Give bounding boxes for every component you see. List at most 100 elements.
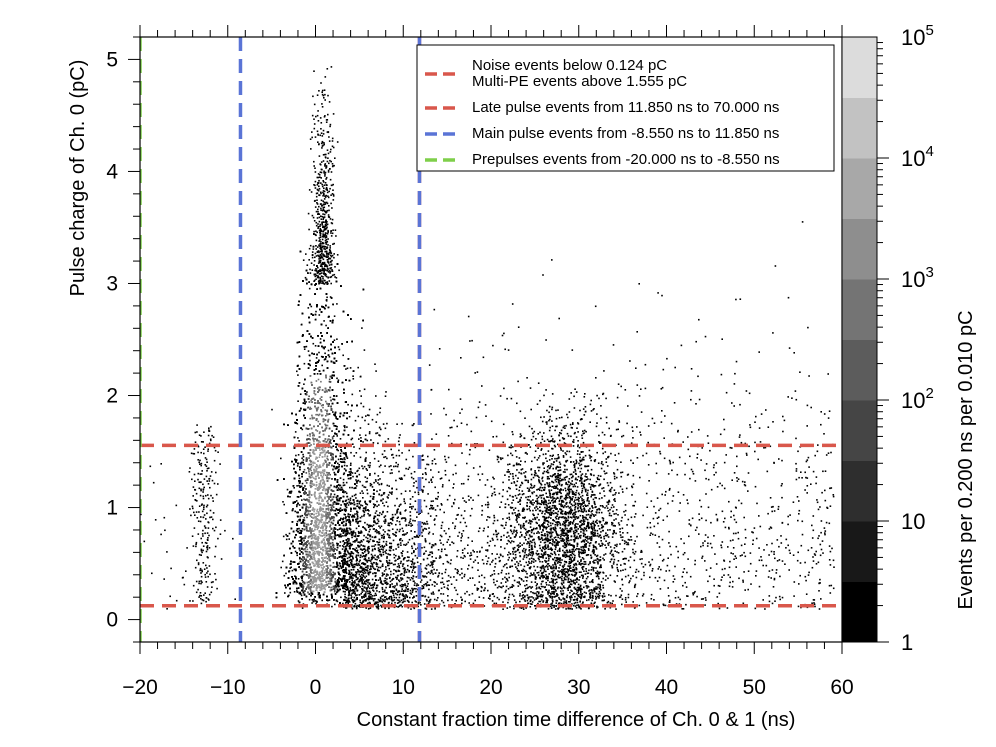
- data-point: [336, 303, 338, 305]
- data-point: [301, 514, 304, 517]
- data-point: [326, 500, 328, 503]
- data-point: [304, 480, 307, 482]
- data-point: [320, 380, 322, 383]
- data-point: [309, 574, 311, 576]
- data-point: [308, 259, 310, 261]
- data-point: [340, 450, 343, 453]
- data-point: [298, 484, 300, 487]
- data-point: [328, 599, 331, 601]
- data-point: [319, 546, 321, 548]
- data-point: [322, 587, 325, 590]
- data-point: [312, 464, 314, 467]
- data-point: [289, 591, 292, 594]
- data-point: [331, 437, 334, 440]
- data-point: [363, 534, 365, 537]
- data-point: [310, 305, 313, 308]
- data-point: [341, 566, 343, 568]
- data-point: [348, 474, 350, 476]
- data-point: [304, 514, 307, 517]
- data-point: [295, 576, 297, 578]
- data-point: [307, 350, 310, 352]
- data-point: [323, 347, 325, 350]
- data-point: [327, 505, 329, 507]
- data-point: [309, 406, 311, 409]
- data-point: [306, 264, 309, 266]
- data-point: [320, 584, 322, 587]
- data-point: [332, 566, 334, 568]
- data-point: [305, 567, 308, 569]
- data-point: [294, 510, 296, 513]
- data-point: [314, 526, 316, 528]
- data-point: [346, 426, 348, 428]
- data-point: [325, 471, 328, 474]
- data-point: [327, 446, 330, 449]
- data-point: [336, 377, 338, 380]
- data-point: [309, 435, 311, 437]
- data-point: [339, 484, 342, 487]
- data-point: [328, 356, 331, 358]
- data-point: [315, 413, 317, 416]
- data-point: [325, 324, 327, 327]
- data-point: [325, 577, 327, 579]
- data-point: [329, 568, 331, 571]
- data-point: [313, 392, 315, 394]
- data-point: [340, 555, 342, 558]
- data-point: [303, 558, 306, 560]
- data-point: [342, 481, 345, 484]
- data-point: [328, 378, 331, 381]
- data-point: [307, 553, 310, 556]
- data-point: [317, 439, 320, 442]
- data-point: [337, 462, 339, 465]
- data-point: [325, 551, 327, 554]
- data-point: [345, 452, 347, 454]
- data-point: [320, 514, 323, 517]
- data-point: [320, 479, 322, 482]
- data-point: [336, 600, 339, 603]
- data-point: [329, 524, 332, 526]
- data-point: [296, 485, 298, 487]
- data-point: [289, 490, 291, 493]
- data-point: [315, 418, 318, 420]
- data-point: [329, 473, 331, 476]
- data-point: [345, 567, 347, 569]
- data-point: [326, 455, 329, 458]
- data-point: [338, 269, 340, 272]
- data-point: [311, 256, 314, 259]
- data-point: [315, 574, 318, 576]
- data-point: [351, 543, 353, 546]
- data-point: [343, 472, 346, 474]
- data-point: [285, 538, 288, 541]
- data-point: [302, 459, 305, 461]
- data-point: [356, 551, 358, 553]
- data-point: [337, 487, 340, 489]
- data-point: [311, 584, 313, 586]
- data-point: [335, 586, 338, 588]
- data-point: [327, 450, 329, 452]
- data-point: [336, 557, 339, 559]
- data-point: [314, 345, 317, 347]
- data-point: [292, 561, 294, 563]
- data-point: [289, 496, 291, 498]
- data-point: [306, 548, 309, 551]
- data-point: [325, 415, 327, 417]
- data-point: [308, 581, 310, 583]
- data-point: [298, 527, 300, 530]
- data-point: [303, 498, 305, 501]
- data-point: [333, 435, 335, 437]
- data-point: [323, 534, 325, 536]
- data-point: [315, 485, 318, 487]
- data-point: [315, 380, 318, 382]
- data-point: [334, 578, 337, 580]
- data-point: [297, 437, 299, 439]
- data-point: [284, 592, 286, 594]
- data-point: [314, 600, 317, 602]
- data-point: [307, 537, 310, 539]
- data-point: [322, 464, 324, 467]
- data-point: [315, 481, 318, 484]
- data-point: [332, 411, 334, 413]
- data-point: [324, 570, 326, 572]
- data-point: [318, 554, 320, 557]
- data-point: [371, 578, 374, 581]
- data-point: [319, 507, 322, 509]
- data-point: [305, 482, 308, 484]
